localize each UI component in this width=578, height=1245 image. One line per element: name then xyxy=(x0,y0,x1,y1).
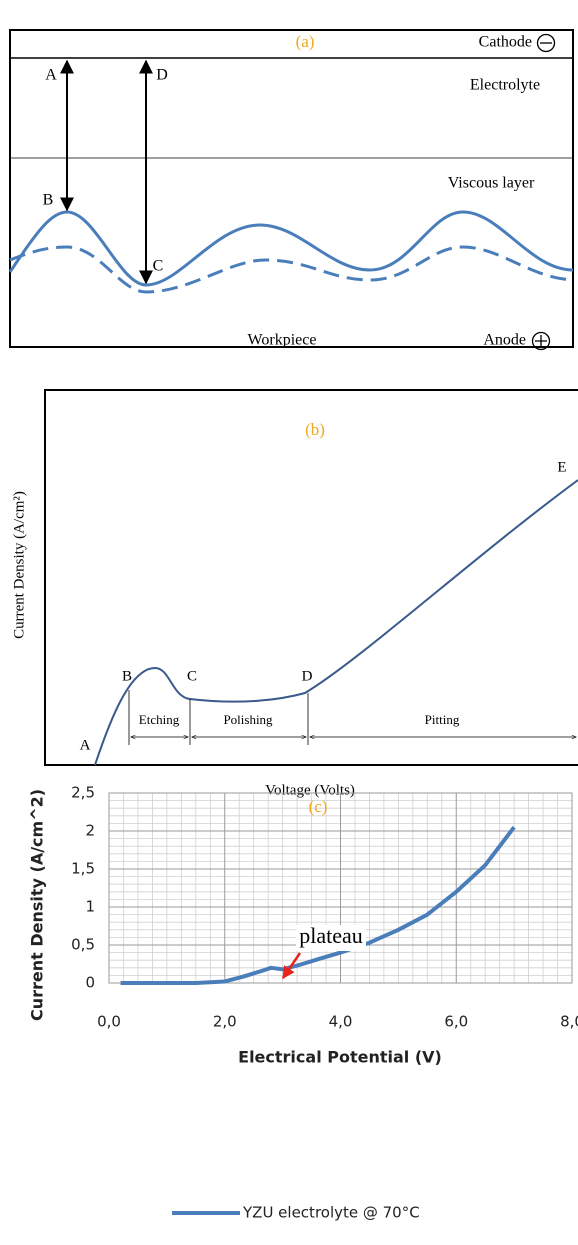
label: Workpiece xyxy=(248,332,317,349)
y-tick-label: 1 xyxy=(85,898,95,916)
panel-a: (a) Cathode Electrolyte Viscous layer Wo… xyxy=(10,30,573,350)
point-label: D xyxy=(302,668,313,684)
point-label: B xyxy=(43,192,54,209)
x-tick-label: 0,0 xyxy=(97,1013,121,1031)
panel-title: (a) xyxy=(296,32,315,51)
figure: (a) Cathode Electrolyte Viscous layer Wo… xyxy=(0,0,578,1245)
panel-title: (b) xyxy=(305,420,325,439)
point-label: D xyxy=(156,67,168,84)
point-label: C xyxy=(187,668,197,684)
point-label: C xyxy=(153,258,164,275)
panel-frame xyxy=(45,390,578,765)
y-tick-label: 0 xyxy=(85,974,95,992)
label: Cathode xyxy=(479,34,532,51)
data-line xyxy=(121,827,515,983)
panel-title: (c) xyxy=(309,797,328,816)
x-tick-label: 4,0 xyxy=(329,1013,353,1031)
y-axis-label: Current Density (A/cm^2) xyxy=(28,789,47,1021)
point-label: E xyxy=(557,459,566,475)
y-axis-label: Current Density (A/cm²) xyxy=(11,491,27,639)
y-tick-label: 2,5 xyxy=(71,784,95,802)
point-label: B xyxy=(122,668,132,684)
x-tick-label: 2,0 xyxy=(213,1013,237,1031)
y-tick-label: 0,5 xyxy=(71,936,95,954)
x-axis-label: Electrical Potential (V) xyxy=(238,1048,442,1067)
y-tick-label: 1,5 xyxy=(71,860,95,878)
annotation: plateau xyxy=(299,923,363,948)
point-label: A xyxy=(80,737,91,753)
y-tick-label: 2 xyxy=(85,822,95,840)
panel-b: (b) Current Density (A/cm²) Voltage (Vol… xyxy=(11,390,578,798)
surface-profile xyxy=(10,212,573,285)
plus-symbol xyxy=(535,335,547,347)
x-tick-label: 6,0 xyxy=(444,1013,468,1031)
label: Anode xyxy=(483,332,526,349)
dashed-surface xyxy=(10,247,573,292)
point-label: A xyxy=(45,67,57,84)
label: Electrolyte xyxy=(470,77,540,94)
region-label: Pitting xyxy=(425,712,460,727)
label: Viscous layer xyxy=(448,175,535,192)
x-tick-label: 8,0 xyxy=(560,1013,578,1031)
region-label: Etching xyxy=(139,712,180,727)
region-label: Polishing xyxy=(223,712,273,727)
page: { "panel_a": {"title": "(a)", "cathode":… xyxy=(0,0,578,1245)
legend-label: YZU electrolyte @ 70°C xyxy=(242,1204,420,1222)
